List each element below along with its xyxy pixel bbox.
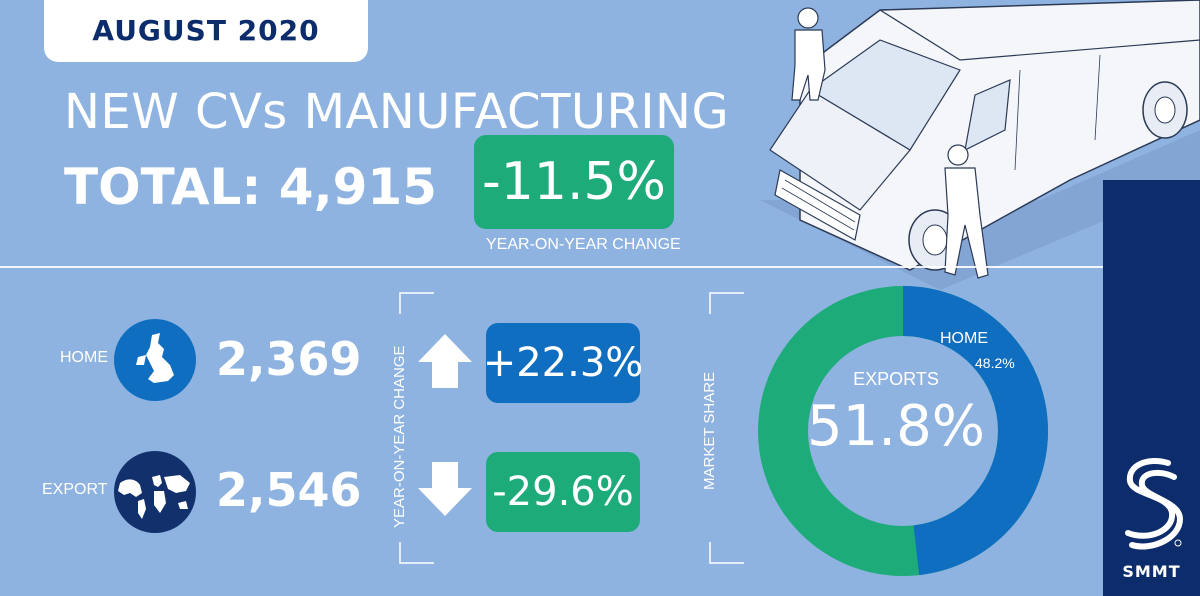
donut-center-label: EXPORTS: [853, 369, 939, 389]
total-change-badge: -11.5%: [474, 135, 674, 229]
home-change-badge: +22.3%: [483, 323, 643, 403]
month-label: AUGUST 2020: [92, 14, 320, 47]
market-share-vertical-label: MARKET SHARE: [701, 371, 718, 490]
donut-home-value: 48.2%: [975, 355, 1015, 371]
section-divider: [0, 266, 1103, 268]
arrow-down-icon: [418, 462, 472, 516]
arrow-up-icon: [418, 334, 472, 388]
brand-panel: [1103, 180, 1200, 596]
home-units: 2,369: [216, 332, 362, 386]
export-label: EXPORT: [42, 481, 108, 498]
home-label: HOME: [60, 349, 108, 366]
van-with-mechanics-illustration: [760, 0, 1200, 290]
brand-name: SMMT: [1122, 562, 1181, 581]
donut-home-label: HOME: [940, 330, 988, 347]
page-title: NEW CVs MANUFACTURING: [64, 84, 730, 140]
uk-map-icon: [114, 319, 196, 401]
export-change-badge: -29.6%: [486, 452, 640, 532]
market-share-bracket: [709, 292, 744, 564]
total-change-label: YEAR-ON-YEAR CHANGE: [486, 236, 681, 253]
yoy-vertical-label: YEAR-ON-YEAR CHANGE: [391, 345, 408, 528]
total-units: TOTAL: 4,915: [64, 158, 437, 216]
world-globe-icon: [114, 451, 196, 533]
donut-center-value: 51.8%: [807, 394, 985, 459]
market-share-donut: [758, 286, 1048, 576]
donut-home-segment: [758, 286, 1048, 576]
export-units: 2,546: [216, 463, 362, 517]
yoy-bracket: [399, 292, 434, 564]
month-tab: [44, 0, 368, 62]
smmt-logo-icon: [1125, 458, 1184, 550]
